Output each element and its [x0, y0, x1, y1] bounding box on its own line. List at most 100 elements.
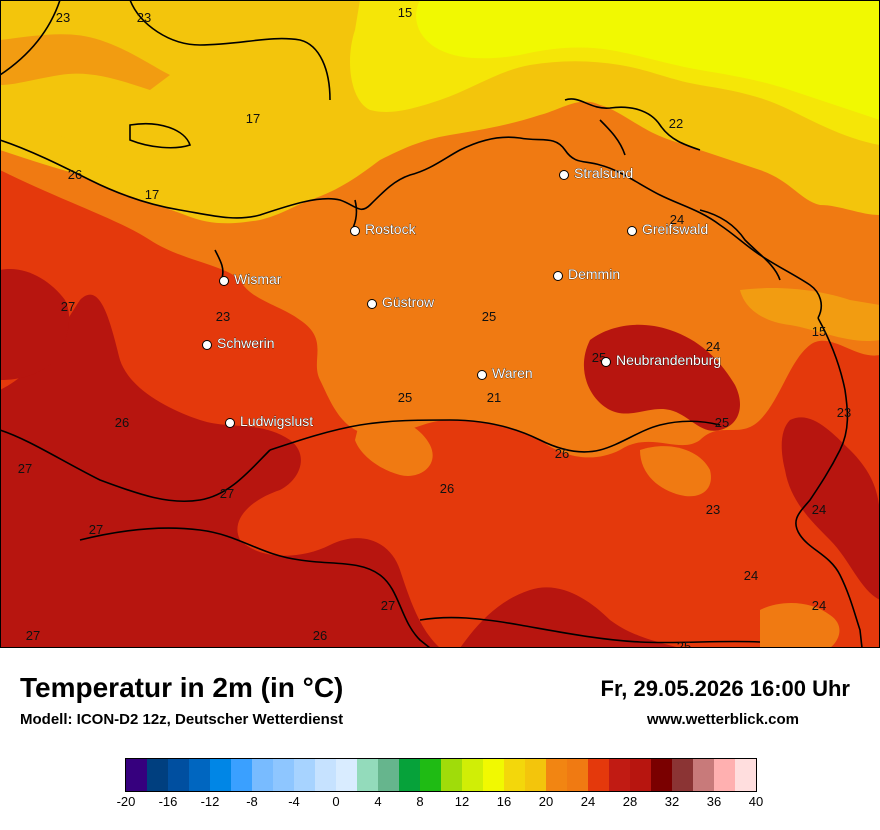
map-canvas: 23 23 15 17 17 26 22 24 27 23 25 24 15 2… — [0, 0, 880, 654]
value-label: 25 — [715, 415, 729, 430]
value-label: 23 — [837, 405, 851, 420]
city-dot — [559, 170, 569, 180]
value-label: 15 — [398, 5, 412, 20]
value-label: 26 — [313, 628, 327, 643]
colorbar-swatch — [126, 759, 148, 791]
value-label: 25 — [398, 390, 412, 405]
city-markers: Stralsund Rostock Greifswald Wismar Demm… — [202, 165, 721, 429]
city-label: Güstrow — [382, 294, 435, 310]
value-label: 23 — [56, 10, 70, 25]
footer: Temperatur in 2m (in °C) Modell: ICON-D2… — [0, 648, 880, 830]
colorbar-tick-label: 8 — [416, 794, 424, 809]
value-label: 27 — [18, 461, 32, 476]
colorbar-tick-label: 0 — [332, 794, 340, 809]
field-orange-blob3 — [760, 603, 840, 648]
value-label: 25 — [482, 309, 496, 324]
city-ludwigslust: Ludwigslust — [225, 413, 314, 429]
city-dot — [601, 357, 611, 367]
chart-title: Temperatur in 2m (in °C) — [20, 672, 344, 703]
city-label: Greifswald — [642, 221, 708, 237]
city-neubrandenburg: Neubrandenburg — [601, 352, 721, 368]
value-label: 27 — [220, 486, 234, 501]
colorbar-swatch — [462, 759, 484, 791]
field-light-orange-east — [740, 288, 880, 342]
value-label: 27 — [89, 522, 103, 537]
value-label: 23 — [137, 10, 151, 25]
value-label: 17 — [145, 187, 159, 202]
colorbar-tick-label: 40 — [748, 794, 764, 809]
field-orange-blob1 — [355, 416, 433, 476]
city-waren: Waren — [477, 365, 533, 381]
colorbar-swatch — [525, 759, 547, 791]
colorbar-swatch — [378, 759, 400, 791]
colorbar-tick-label: 32 — [664, 794, 680, 809]
value-label: 24 — [812, 502, 826, 517]
value-label: 27 — [61, 299, 75, 314]
colorbar-tick-label: 16 — [496, 794, 512, 809]
value-label: 21 — [487, 390, 501, 405]
colorbar-tick-label: -12 — [200, 794, 220, 809]
forecast-datetime: Fr, 29.05.2026 16:00 Uhr — [600, 676, 851, 701]
colorbar-swatch — [294, 759, 316, 791]
value-label: 24 — [812, 598, 826, 613]
field-deep-red-east — [583, 324, 740, 431]
colorbar-swatch — [651, 759, 673, 791]
colorbar-swatch — [714, 759, 736, 791]
city-label: Rostock — [365, 221, 417, 237]
value-label: 23 — [706, 502, 720, 517]
city-label: Wismar — [234, 271, 282, 287]
colorbar-swatch — [441, 759, 463, 791]
value-label: 24 — [706, 339, 720, 354]
colorbar-tick-label: 12 — [454, 794, 470, 809]
field-yellow-west — [0, 115, 230, 205]
value-label: 26 — [555, 446, 569, 461]
value-label: 24 — [744, 568, 758, 583]
colorbar-tick-label: 4 — [374, 794, 382, 809]
value-label: 17 — [246, 111, 260, 126]
city-dot — [350, 226, 360, 236]
colorbar-swatch — [336, 759, 358, 791]
field-deep-red-mid — [0, 269, 70, 380]
colorbar-swatch — [210, 759, 232, 791]
model-info: Modell: ICON-D2 12z, Deutscher Wetterdie… — [20, 711, 344, 728]
colorbar-swatch — [273, 759, 295, 791]
city-schwerin: Schwerin — [202, 335, 275, 351]
city-dot — [225, 418, 235, 428]
colorbar-swatch — [546, 759, 568, 791]
field-bright-yellow — [416, 0, 880, 120]
colorbar-swatch — [252, 759, 274, 791]
value-label: 15 — [812, 324, 826, 339]
colorbar-swatch — [504, 759, 526, 791]
value-label: 25 — [677, 639, 691, 648]
colorbar-tick-label: 24 — [580, 794, 596, 809]
value-label: 22 — [669, 116, 683, 131]
colorbar-swatch — [588, 759, 610, 791]
city-greifswald: Greifswald — [627, 221, 708, 237]
city-label: Demmin — [568, 266, 620, 282]
colorbar-swatch — [735, 759, 757, 791]
colorbar-swatch — [567, 759, 589, 791]
value-label: 26 — [440, 481, 454, 496]
value-label: 26 — [68, 167, 82, 182]
colorbar-tick-label: 36 — [706, 794, 722, 809]
city-wismar: Wismar — [219, 271, 282, 287]
city-dot — [202, 340, 212, 350]
colorbar-swatch — [168, 759, 190, 791]
colorbar-swatch — [399, 759, 421, 791]
field-deep-red-east2 — [781, 417, 880, 600]
city-dot — [627, 226, 637, 236]
city-label: Waren — [492, 365, 533, 381]
colorbar-tick-label: -4 — [288, 794, 300, 809]
colorbar-swatch — [420, 759, 442, 791]
city-dot — [477, 370, 487, 380]
colorbar-swatch — [609, 759, 631, 791]
website-link[interactable]: www.wetterblick.com — [647, 711, 799, 728]
city-dot — [219, 276, 229, 286]
field-orange-blob2 — [640, 446, 711, 497]
colorbar-tick-label: -20 — [116, 794, 136, 809]
colorbar-tick-label: 20 — [538, 794, 554, 809]
city-label: Schwerin — [217, 335, 275, 351]
value-label: 27 — [381, 598, 395, 613]
city-stralsund: Stralsund — [559, 165, 633, 181]
value-label: 23 — [216, 309, 230, 324]
